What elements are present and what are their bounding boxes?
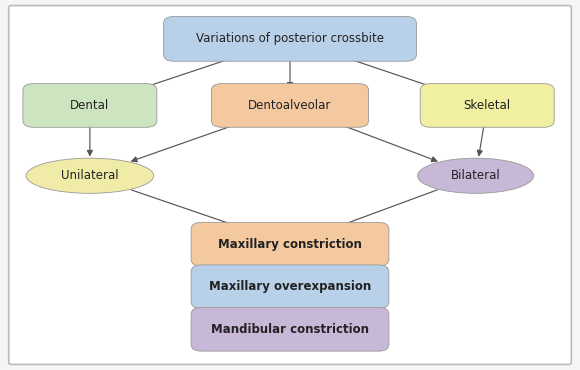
Ellipse shape — [26, 158, 154, 193]
FancyBboxPatch shape — [191, 222, 389, 266]
Text: Unilateral: Unilateral — [61, 169, 119, 182]
Text: Variations of posterior crossbite: Variations of posterior crossbite — [196, 32, 384, 46]
Text: Dentoalveolar: Dentoalveolar — [248, 99, 332, 112]
Text: Bilateral: Bilateral — [451, 169, 501, 182]
FancyBboxPatch shape — [191, 307, 389, 351]
FancyBboxPatch shape — [211, 84, 369, 127]
FancyBboxPatch shape — [23, 84, 157, 127]
Ellipse shape — [418, 158, 534, 193]
FancyBboxPatch shape — [9, 6, 571, 364]
Text: Maxillary overexpansion: Maxillary overexpansion — [209, 280, 371, 293]
Text: Dental: Dental — [70, 99, 110, 112]
FancyBboxPatch shape — [420, 84, 554, 127]
Text: Maxillary constriction: Maxillary constriction — [218, 238, 362, 251]
Text: Skeletal: Skeletal — [463, 99, 511, 112]
Text: Mandibular constriction: Mandibular constriction — [211, 323, 369, 336]
FancyBboxPatch shape — [191, 265, 389, 309]
FancyBboxPatch shape — [164, 16, 416, 61]
